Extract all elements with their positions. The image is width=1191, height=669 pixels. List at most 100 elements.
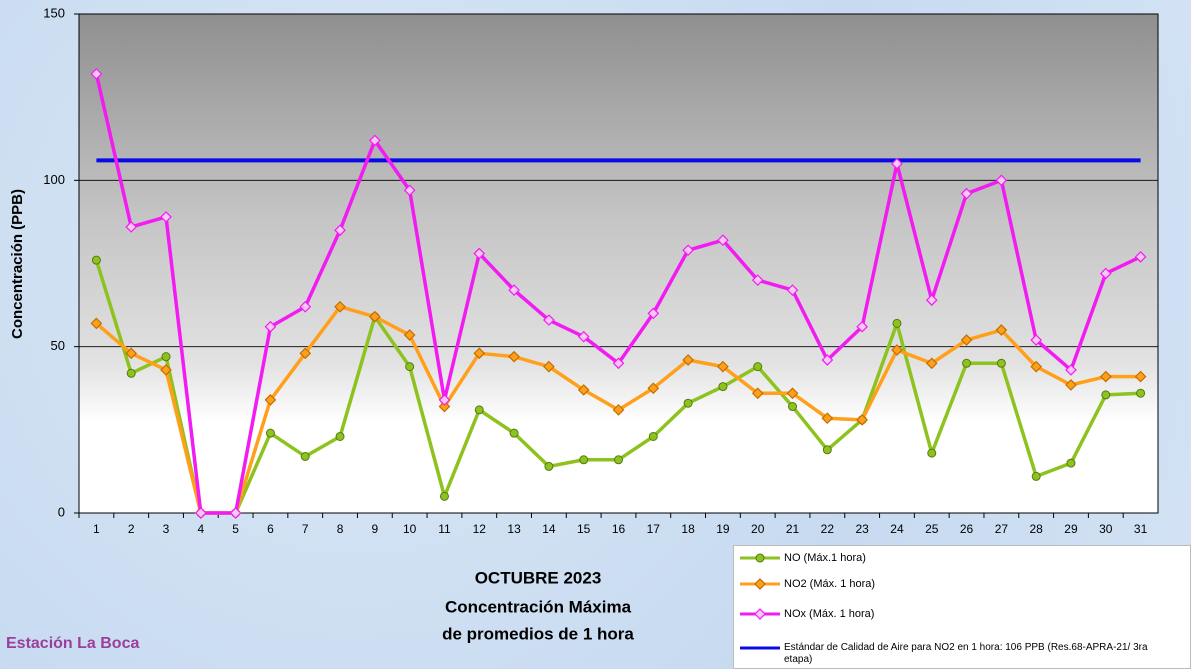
legend-label: NO (Máx.1 hora) [784, 552, 866, 564]
point [577, 330, 590, 343]
point [996, 358, 1006, 368]
legend-label: NOx (Máx. 1 hora) [784, 608, 875, 620]
x-tick-label: 12 [473, 522, 487, 536]
x-tick-label: 16 [612, 522, 626, 536]
point [754, 608, 766, 620]
point [299, 347, 312, 360]
point [682, 244, 694, 257]
point [856, 320, 868, 333]
x-tick-label: 4 [197, 522, 204, 536]
point [403, 329, 416, 341]
point [821, 354, 834, 366]
point [717, 360, 729, 373]
point [751, 387, 764, 400]
legend-item: NO (Máx.1 hora) [738, 552, 866, 564]
station-label: Estación La Boca [6, 635, 139, 652]
point [438, 400, 451, 413]
point [299, 300, 312, 313]
point [403, 184, 416, 197]
point [473, 247, 486, 260]
legend-swatch [740, 608, 780, 620]
point [648, 431, 658, 441]
point [369, 134, 381, 147]
point [1134, 370, 1147, 383]
point [229, 507, 242, 519]
point [264, 394, 277, 406]
x-tick-label: 20 [751, 522, 765, 536]
x-tick-label: 5 [232, 522, 239, 536]
x-tick-label: 22 [821, 522, 835, 536]
x-tick-label: 15 [577, 522, 591, 536]
point [1065, 379, 1077, 391]
point [334, 300, 346, 313]
point [579, 455, 589, 465]
point [612, 404, 625, 416]
x-tick-label: 3 [163, 522, 170, 536]
point [925, 294, 938, 306]
point [960, 187, 973, 200]
point [995, 174, 1008, 187]
x-tick-label: 26 [960, 522, 974, 536]
point [335, 431, 345, 441]
title: de promedios de 1 hora [442, 624, 634, 643]
point [927, 448, 937, 458]
point [265, 428, 275, 438]
x-tick-label: 8 [337, 522, 344, 536]
x-tick-label: 1 [93, 522, 100, 536]
point [1101, 390, 1111, 400]
x-tick-label: 21 [786, 522, 800, 536]
legend: NO (Máx.1 hora) NO2 (Máx. 1 hora) NOx (Máx… [733, 545, 1191, 669]
x-tick-label: 14 [542, 522, 556, 536]
point [544, 461, 554, 471]
point [891, 344, 903, 356]
point [161, 352, 171, 362]
point [508, 350, 520, 363]
legend-item: NOx (Máx. 1 hora) [738, 608, 874, 620]
point [1099, 370, 1112, 383]
x-tick-label: 18 [681, 522, 695, 536]
point [1031, 471, 1041, 481]
point [438, 394, 451, 406]
x-tick-label: 10 [403, 522, 417, 536]
point [786, 284, 799, 296]
y-tick-label: 150 [43, 5, 65, 20]
point [786, 387, 799, 400]
point [682, 354, 694, 366]
point [822, 445, 832, 455]
point [473, 347, 486, 360]
x-tick-label: 6 [267, 522, 274, 536]
point [90, 317, 103, 330]
point [754, 578, 766, 590]
point [194, 507, 207, 519]
point [543, 314, 555, 326]
point [1134, 250, 1147, 263]
point [612, 357, 625, 370]
point [300, 451, 310, 461]
point [334, 224, 346, 237]
point [90, 68, 103, 80]
point [91, 255, 101, 265]
legend-item: NO2 (Máx. 1 hora) [738, 578, 875, 590]
point [126, 368, 136, 378]
plot-area [78, 13, 1159, 514]
y-tick-label: 50 [51, 338, 65, 353]
point [960, 334, 973, 346]
x-tick-label: 23 [855, 522, 869, 536]
point [125, 221, 138, 233]
point [125, 347, 138, 360]
point [755, 553, 765, 563]
y-axis-label: Concentración (PPB) [9, 189, 26, 339]
point [369, 310, 381, 323]
point [718, 382, 728, 392]
x-tick-label: 31 [1134, 522, 1148, 536]
point [509, 428, 519, 438]
x-tick-label: 24 [890, 522, 904, 536]
point [925, 357, 938, 370]
y-tick-label: 0 [58, 504, 65, 519]
point [1030, 360, 1043, 373]
point [1066, 458, 1076, 468]
point [439, 491, 449, 501]
point [995, 324, 1008, 336]
